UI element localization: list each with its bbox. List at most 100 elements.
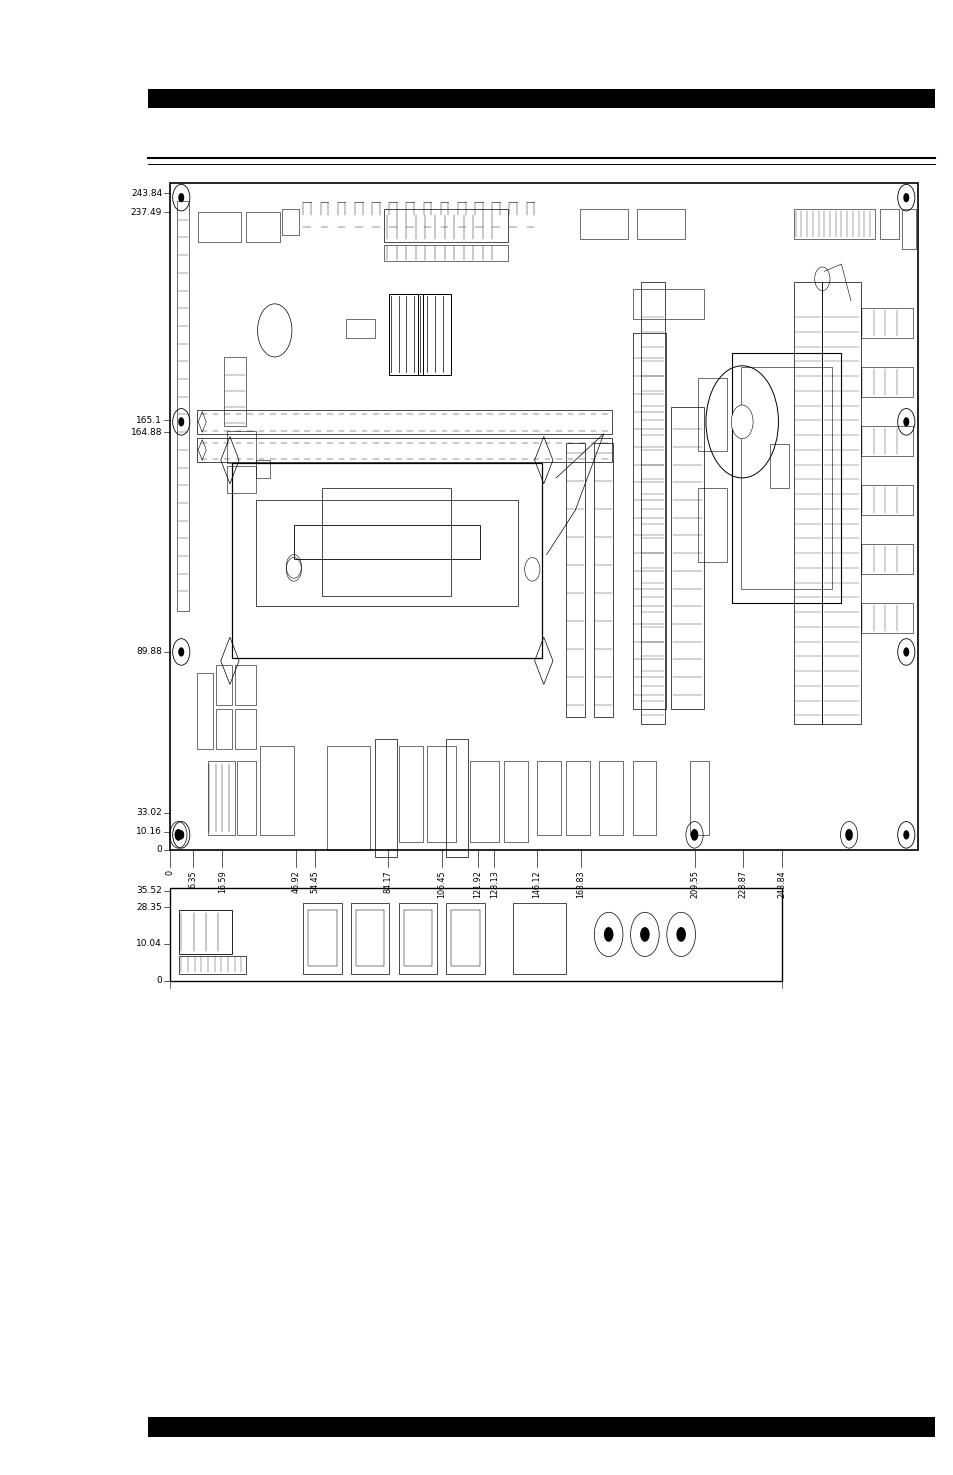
Bar <box>234 709 255 749</box>
Text: 164.88: 164.88 <box>131 428 162 437</box>
Bar <box>384 209 508 242</box>
Bar <box>303 903 341 974</box>
Bar <box>294 525 479 559</box>
Bar <box>793 282 821 724</box>
Bar <box>731 353 841 603</box>
Bar <box>246 212 279 242</box>
Text: 10.16: 10.16 <box>136 827 162 836</box>
Circle shape <box>178 417 184 426</box>
Bar <box>351 903 389 974</box>
Bar <box>860 367 912 397</box>
Bar <box>793 209 874 239</box>
Text: 16.59: 16.59 <box>217 870 227 892</box>
Circle shape <box>639 926 649 941</box>
Text: 0: 0 <box>165 870 174 875</box>
Bar <box>179 910 232 954</box>
Text: 0: 0 <box>156 845 162 854</box>
Bar <box>227 431 255 463</box>
Circle shape <box>603 926 613 941</box>
Bar <box>860 426 912 456</box>
Bar <box>513 903 565 974</box>
Text: 46.92: 46.92 <box>291 870 300 892</box>
Bar <box>403 910 432 966</box>
Bar <box>470 761 498 842</box>
Bar <box>698 488 726 562</box>
Circle shape <box>676 926 685 941</box>
Text: 28.35: 28.35 <box>136 903 162 912</box>
Text: 84.17: 84.17 <box>383 870 393 892</box>
Text: 128.13: 128.13 <box>489 870 498 898</box>
Bar <box>215 709 232 749</box>
Bar <box>860 544 912 574</box>
Bar <box>594 442 613 717</box>
Text: 10.04: 10.04 <box>136 940 162 948</box>
Text: 35.52: 35.52 <box>136 886 162 895</box>
Circle shape <box>902 830 908 839</box>
Bar <box>740 367 831 589</box>
Text: 89.88: 89.88 <box>136 648 162 656</box>
Text: 6.35: 6.35 <box>188 870 197 888</box>
Text: 33.02: 33.02 <box>136 808 162 817</box>
Bar <box>260 746 294 835</box>
Bar <box>860 603 912 633</box>
Bar <box>196 673 213 749</box>
Bar <box>398 746 422 842</box>
Bar <box>236 761 255 835</box>
Bar <box>255 460 270 478</box>
Text: 106.45: 106.45 <box>436 870 446 898</box>
Text: 163.83: 163.83 <box>576 870 585 898</box>
Bar <box>417 294 451 375</box>
Text: 54.45: 54.45 <box>310 870 319 892</box>
Bar <box>179 956 246 974</box>
Bar <box>565 761 589 835</box>
Text: 237.49: 237.49 <box>131 208 162 217</box>
Bar <box>632 333 665 709</box>
Bar <box>769 444 788 488</box>
Circle shape <box>178 830 184 839</box>
Bar <box>565 442 584 717</box>
Text: 209.55: 209.55 <box>689 870 699 898</box>
Bar <box>670 407 703 709</box>
Bar <box>177 201 189 611</box>
Bar <box>503 761 527 842</box>
Circle shape <box>178 193 184 202</box>
Bar <box>208 761 234 835</box>
Bar <box>198 212 241 242</box>
Bar <box>879 209 898 239</box>
Bar <box>632 289 703 319</box>
Bar <box>170 888 781 981</box>
Bar <box>346 319 375 338</box>
Bar <box>227 466 255 493</box>
Bar <box>170 183 917 850</box>
Bar <box>375 739 396 857</box>
Bar <box>234 665 255 705</box>
Circle shape <box>902 193 908 202</box>
Bar <box>821 282 860 724</box>
Text: 146.12: 146.12 <box>532 870 541 898</box>
Text: 165.1: 165.1 <box>136 416 162 425</box>
Bar <box>689 761 708 835</box>
Bar <box>389 294 422 375</box>
Bar <box>148 88 934 108</box>
Bar <box>640 282 664 724</box>
Bar <box>902 209 915 249</box>
Bar <box>537 761 560 835</box>
Bar <box>446 739 468 857</box>
Bar <box>860 308 912 338</box>
Bar <box>224 357 246 426</box>
Text: 228.87: 228.87 <box>738 870 747 898</box>
Bar <box>698 378 726 451</box>
Bar <box>860 485 912 515</box>
Bar <box>632 761 656 835</box>
Bar <box>446 903 484 974</box>
Bar <box>427 746 456 842</box>
Bar <box>196 438 612 462</box>
Circle shape <box>690 829 698 841</box>
Bar <box>148 1417 934 1437</box>
Circle shape <box>731 406 752 438</box>
Bar <box>322 488 451 596</box>
Bar <box>255 500 517 606</box>
Bar <box>308 910 336 966</box>
Bar <box>579 209 627 239</box>
Bar <box>598 761 622 835</box>
